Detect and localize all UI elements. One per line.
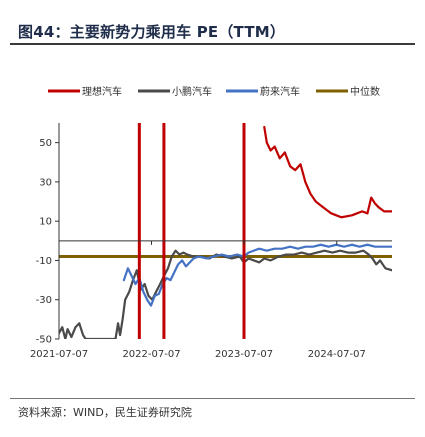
legend-item: 蔚来汽车 [226,85,300,98]
source-note: 资料来源：WIND，民生证券研究院 [18,406,192,419]
y-tick-label: 50 [39,138,52,149]
y-axis: 50 30 10 -10 -30 -50 [36,123,60,346]
x-tick-label: 2021-07-07 [30,349,88,360]
legend-item: 中位数 [316,85,380,98]
y-tick-label: -30 [36,295,52,306]
source-rule [10,398,415,399]
legend-label: 小鹏汽车 [172,85,212,98]
x-tick-label: 2024-07-07 [308,349,366,360]
x-axis: 2021-07-07 2022-07-07 2023-07-07 2024-07-07 [30,240,392,360]
legend-label: 理想汽车 [82,85,122,98]
legend: 理想汽车 小鹏汽车 蔚来汽车 中位数 [48,85,380,98]
x-tick-label: 2022-07-07 [122,349,180,360]
series-line [122,243,392,307]
legend-item: 理想汽车 [48,85,122,98]
y-tick-label: 30 [39,177,52,188]
y-tick-label: 10 [39,217,52,228]
figure-title: 图44：主要新势力乘用车 PE（TTM） [18,23,286,41]
legend-label: 中位数 [350,85,380,98]
x-tick-label: 2023-07-07 [215,349,273,360]
legend-label: 蔚来汽车 [260,85,300,98]
plot-area [59,123,392,339]
y-tick-label: -50 [36,335,52,346]
legend-item: 小鹏汽车 [138,85,212,98]
title-rule [10,43,415,45]
series-line [263,125,392,219]
y-tick-label: -10 [36,256,52,267]
series-line [59,249,392,339]
series-group [59,125,392,339]
